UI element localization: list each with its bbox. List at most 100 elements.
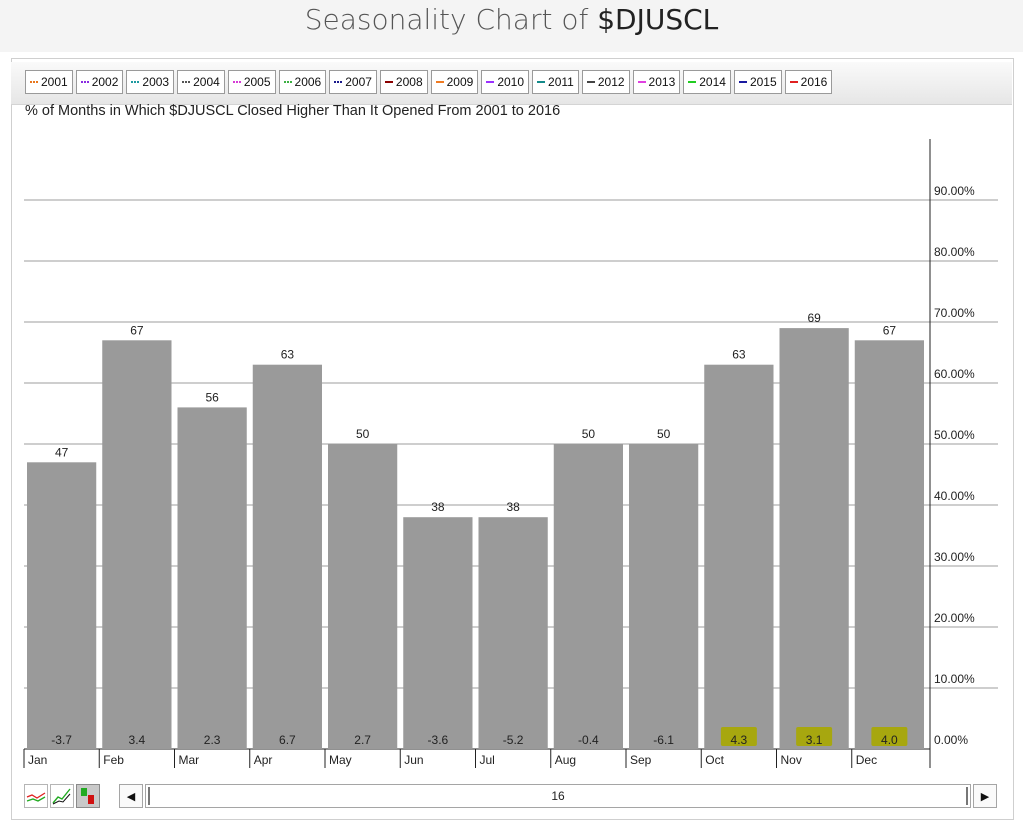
bar-value-label: 47 (55, 445, 69, 459)
bar-aug (553, 444, 623, 749)
bar-value-label: 67 (883, 323, 897, 337)
bar-sep (629, 444, 699, 749)
y-tick-label: 10.00% (934, 672, 975, 686)
performance-chart-icon-glyph (52, 788, 71, 805)
triangle-right-icon: ▶ (980, 790, 990, 803)
x-tick-label: Apr (254, 753, 273, 767)
page-title: Seasonality Chart of $DJUSCL (0, 0, 1023, 42)
legend-item-2007[interactable]: 2007 (329, 70, 377, 94)
y-tick-label: 60.00% (934, 367, 975, 381)
x-tick-label: Jan (28, 753, 47, 767)
legend-bar: 2001 2002 2003 2004 2005 2006 2007 2008 2009 2010… (11, 62, 1012, 105)
legend-label: 2011 (548, 75, 574, 89)
bottom-toolbar: ◀ 16 ▶ (11, 778, 1012, 816)
y-tick-label: 80.00% (934, 245, 975, 259)
legend-item-2006[interactable]: 2006 (278, 70, 327, 94)
scroll-thumb[interactable]: 16 (148, 787, 968, 805)
legend-label: 2001 (41, 75, 68, 89)
legend-label: 2005 (243, 75, 271, 89)
highlight-marker (796, 727, 833, 746)
x-tick-label: May (329, 753, 352, 767)
scroll-left-button[interactable]: ◀ (119, 784, 143, 808)
bar-value-label: 69 (807, 311, 821, 325)
x-tick-label: Nov (781, 753, 802, 767)
legend-item-2009[interactable]: 2009 (430, 70, 479, 94)
legend-label: 2015 (749, 75, 777, 89)
legend-swatch (486, 81, 495, 83)
legend-swatch (637, 81, 646, 83)
legend-swatch (30, 81, 38, 83)
page-title-symbol: $DJUSCL (597, 3, 719, 36)
legend-item-2013[interactable]: 2013 (632, 70, 681, 94)
legend-label: 2003 (142, 75, 170, 89)
bar-jul (478, 517, 548, 749)
bar-value-label: 50 (657, 427, 671, 441)
legend-label: 2002 (91, 75, 119, 89)
legend-swatch (537, 81, 546, 83)
legend-label: 2006 (294, 75, 322, 89)
legend-item-2008[interactable]: 2008 (379, 70, 428, 94)
legend-label: 2008 (395, 75, 423, 89)
bar-value-label: 56 (205, 390, 219, 404)
legend-swatch (435, 81, 444, 83)
bar-value-label: 67 (130, 323, 144, 337)
highlight-marker (720, 727, 757, 746)
avg-change-label: -6.1 (653, 733, 674, 747)
legend-label: 2012 (597, 75, 625, 89)
x-tick-label: Feb (103, 753, 124, 767)
y-tick-label: 20.00% (934, 611, 975, 625)
bar-apr (252, 364, 322, 749)
legend-swatch (182, 81, 191, 83)
scroll-right-button[interactable]: ▶ (973, 784, 997, 808)
year-range-scrollbar[interactable]: ◀ 16 ▶ (119, 784, 997, 808)
legend-label: 2010 (497, 75, 525, 89)
bar-value-label: 50 (356, 427, 370, 441)
performance-chart-icon[interactable] (50, 784, 74, 808)
legend-item-2004[interactable]: 2004 (177, 70, 225, 94)
legend-list: 2001 2002 2003 2004 2005 2006 2007 2008 2009 2010… (25, 70, 833, 96)
legend-swatch (738, 81, 747, 83)
x-tick-label: Jul (480, 753, 495, 767)
avg-change-label: 2.3 (204, 733, 221, 747)
line-chart-icon-glyph (26, 792, 46, 802)
legend-label: 2014 (699, 75, 726, 89)
legend-item-2001[interactable]: 2001 (25, 70, 73, 94)
legend-swatch (688, 81, 697, 83)
bar-may (328, 444, 398, 749)
bar-mar (177, 407, 247, 749)
legend-item-2010[interactable]: 2010 (481, 70, 530, 94)
avg-change-label: 3.4 (129, 733, 146, 747)
avg-change-label: 3.1 (806, 733, 823, 747)
avg-change-label: 4.3 (731, 733, 748, 747)
legend-item-2016[interactable]: 2016 (784, 70, 833, 94)
legend-item-2002[interactable]: 2002 (75, 70, 124, 94)
legend-swatch (334, 81, 343, 83)
avg-change-label: -5.2 (503, 733, 524, 747)
y-tick-label: 50.00% (934, 428, 975, 442)
bar-feb (102, 340, 172, 749)
legend-item-2003[interactable]: 2003 (126, 70, 175, 94)
chart-type-toolbar (24, 784, 100, 808)
avg-change-label: -3.7 (51, 733, 72, 747)
scroll-track[interactable]: 16 (145, 784, 971, 808)
legend-item-2015[interactable]: 2015 (733, 70, 782, 94)
avg-change-label: 6.7 (279, 733, 296, 747)
avg-change-label: -0.4 (578, 733, 599, 747)
page-title-prefix: Seasonality Chart of (304, 3, 598, 36)
line-chart-icon[interactable] (24, 784, 48, 808)
avg-change-label: -3.6 (428, 733, 449, 747)
legend-item-2005[interactable]: 2005 (227, 70, 276, 94)
bar-chart-icon[interactable] (76, 784, 100, 808)
legend-item-2011[interactable]: 2011 (532, 70, 579, 94)
legend-swatch (131, 81, 140, 83)
bar-dec (854, 340, 924, 749)
legend-item-2012[interactable]: 2012 (581, 70, 630, 94)
legend-item-2014[interactable]: 2014 (683, 70, 731, 94)
y-tick-label: 70.00% (934, 306, 975, 320)
x-tick-label: Jun (404, 753, 423, 767)
avg-change-label: 2.7 (354, 733, 371, 747)
y-tick-label: 30.00% (934, 550, 975, 564)
legend-label: 2004 (193, 75, 220, 89)
bar-jan (27, 462, 97, 749)
